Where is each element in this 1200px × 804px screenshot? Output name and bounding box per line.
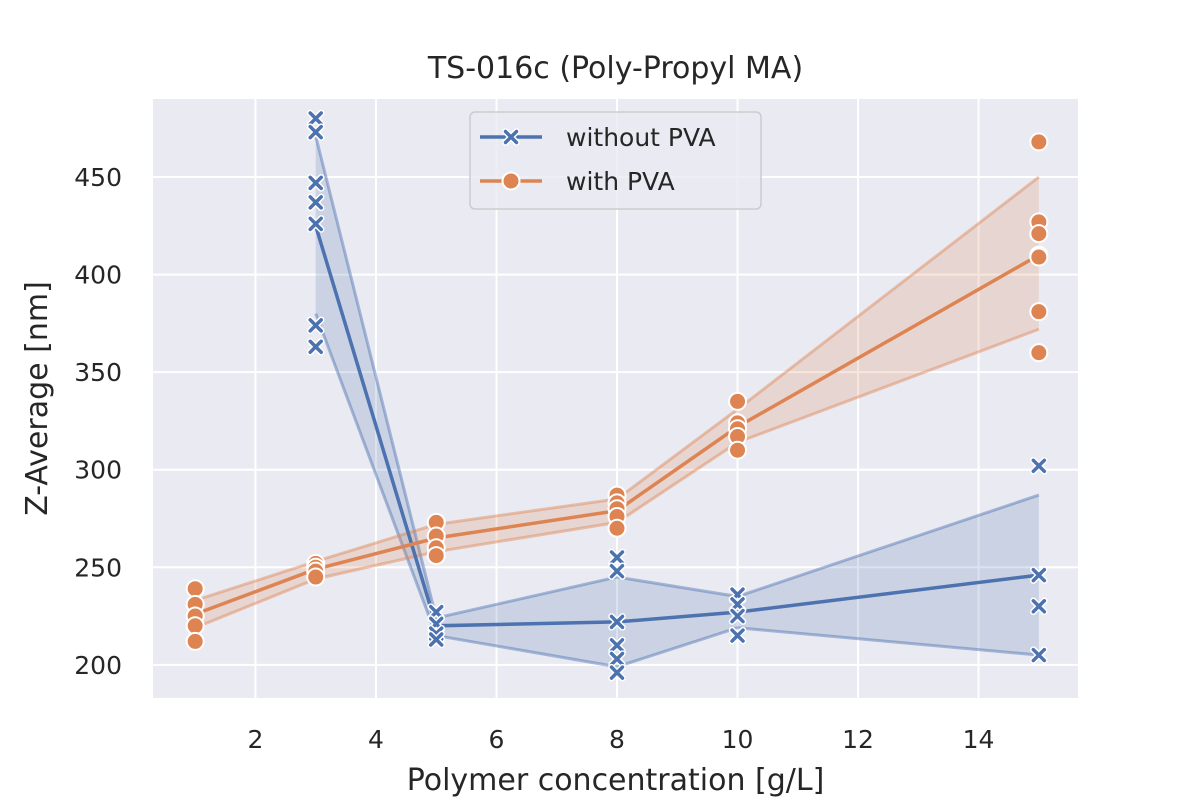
point-with-pva [185, 631, 205, 651]
y-tick-label: 450 [74, 163, 122, 192]
point-without-pva [1030, 457, 1048, 475]
point-cross [308, 216, 323, 232]
x-tick-label: 12 [842, 725, 874, 754]
point-without-pva [1030, 646, 1048, 664]
legend-marker-with-pva [501, 171, 521, 191]
point-cross [609, 550, 625, 565]
point-cross [609, 651, 625, 667]
line-with-pva [194, 253, 1040, 616]
ci-lower-with-pva [194, 327, 1040, 630]
point-cross [308, 339, 323, 355]
x-axis-label: Polymer concentration [g/L] [407, 763, 825, 798]
point-cross [308, 318, 323, 333]
point-without-pva [306, 316, 325, 335]
legend-marker-cross [503, 129, 519, 145]
legend-label-without-pva: without PVA [566, 123, 716, 152]
x-tick-label: 4 [368, 725, 384, 754]
y-tick-label: 350 [74, 358, 122, 387]
point-without-pva [306, 123, 325, 141]
ci-lower-without-pva [314, 313, 1039, 669]
x-tick-label: 2 [247, 725, 263, 754]
point-without-pva [427, 630, 445, 649]
legend: without PVA with PVA [469, 111, 762, 210]
point-without-pva [608, 613, 626, 631]
point-without-pva [1030, 597, 1048, 616]
point-cross [1031, 599, 1047, 614]
point-cross [609, 563, 625, 579]
legend-frame [469, 111, 762, 210]
x-tick-label: 10 [722, 725, 754, 754]
legend-label-with-pva: with PVA [566, 167, 675, 196]
data-points [185, 109, 1049, 682]
point-cross [428, 632, 444, 647]
point-cross [308, 175, 323, 191]
point-without-pva [1030, 566, 1048, 584]
point-cross [609, 614, 625, 630]
point-with-pva [1029, 224, 1049, 244]
point-cross [1031, 647, 1047, 663]
point-without-pva [608, 663, 626, 682]
point-with-pva [1029, 302, 1049, 322]
x-tick-label: 14 [963, 725, 995, 754]
point-cross [609, 665, 625, 680]
x-tick-label: 6 [489, 725, 505, 754]
point-with-pva [185, 616, 205, 636]
point-cross [730, 628, 745, 643]
point-with-pva [607, 518, 627, 538]
point-without-pva [608, 548, 626, 567]
point-with-pva [728, 440, 748, 460]
point-without-pva [608, 562, 626, 580]
point-cross [308, 124, 323, 140]
point-without-pva [728, 607, 747, 625]
point-without-pva [306, 338, 325, 356]
ci-upper-with-pva [194, 175, 1040, 602]
y-tick-label: 400 [74, 261, 122, 290]
point-with-pva [306, 567, 326, 587]
point-with-pva [728, 391, 748, 411]
point-without-pva [608, 636, 626, 655]
x-tick-label: 8 [609, 725, 625, 754]
point-with-pva [1029, 247, 1049, 267]
legend-marker-without-pva [502, 128, 520, 146]
ci-upper-without-pva [314, 135, 1040, 620]
point-cross [1031, 567, 1047, 583]
y-axis-label: Z-Average [nm] [20, 281, 55, 516]
point-without-pva [306, 109, 325, 128]
point-cross [609, 638, 625, 653]
point-cross [730, 608, 745, 624]
point-without-pva [608, 650, 626, 668]
point-with-pva [1029, 132, 1049, 152]
tick-labels: 2 4 6 8 10 12 14 200 250 300 350 400 450 [74, 163, 994, 754]
point-without-pva [306, 174, 325, 192]
point-without-pva [306, 215, 325, 233]
point-cross [308, 195, 323, 210]
point-with-pva [185, 579, 205, 599]
y-tick-label: 200 [74, 651, 122, 680]
chart-title: TS-016c (Poly-Propyl MA) [427, 51, 803, 86]
ci-band-without-pva [315, 136, 1039, 667]
point-cross [1031, 458, 1047, 474]
y-tick-label: 300 [74, 456, 122, 485]
point-cross [308, 111, 323, 126]
point-without-pva [306, 193, 325, 212]
point-with-pva [426, 546, 446, 566]
point-with-pva [1029, 343, 1049, 363]
point-without-pva [728, 626, 747, 645]
y-tick-label: 250 [74, 553, 122, 582]
